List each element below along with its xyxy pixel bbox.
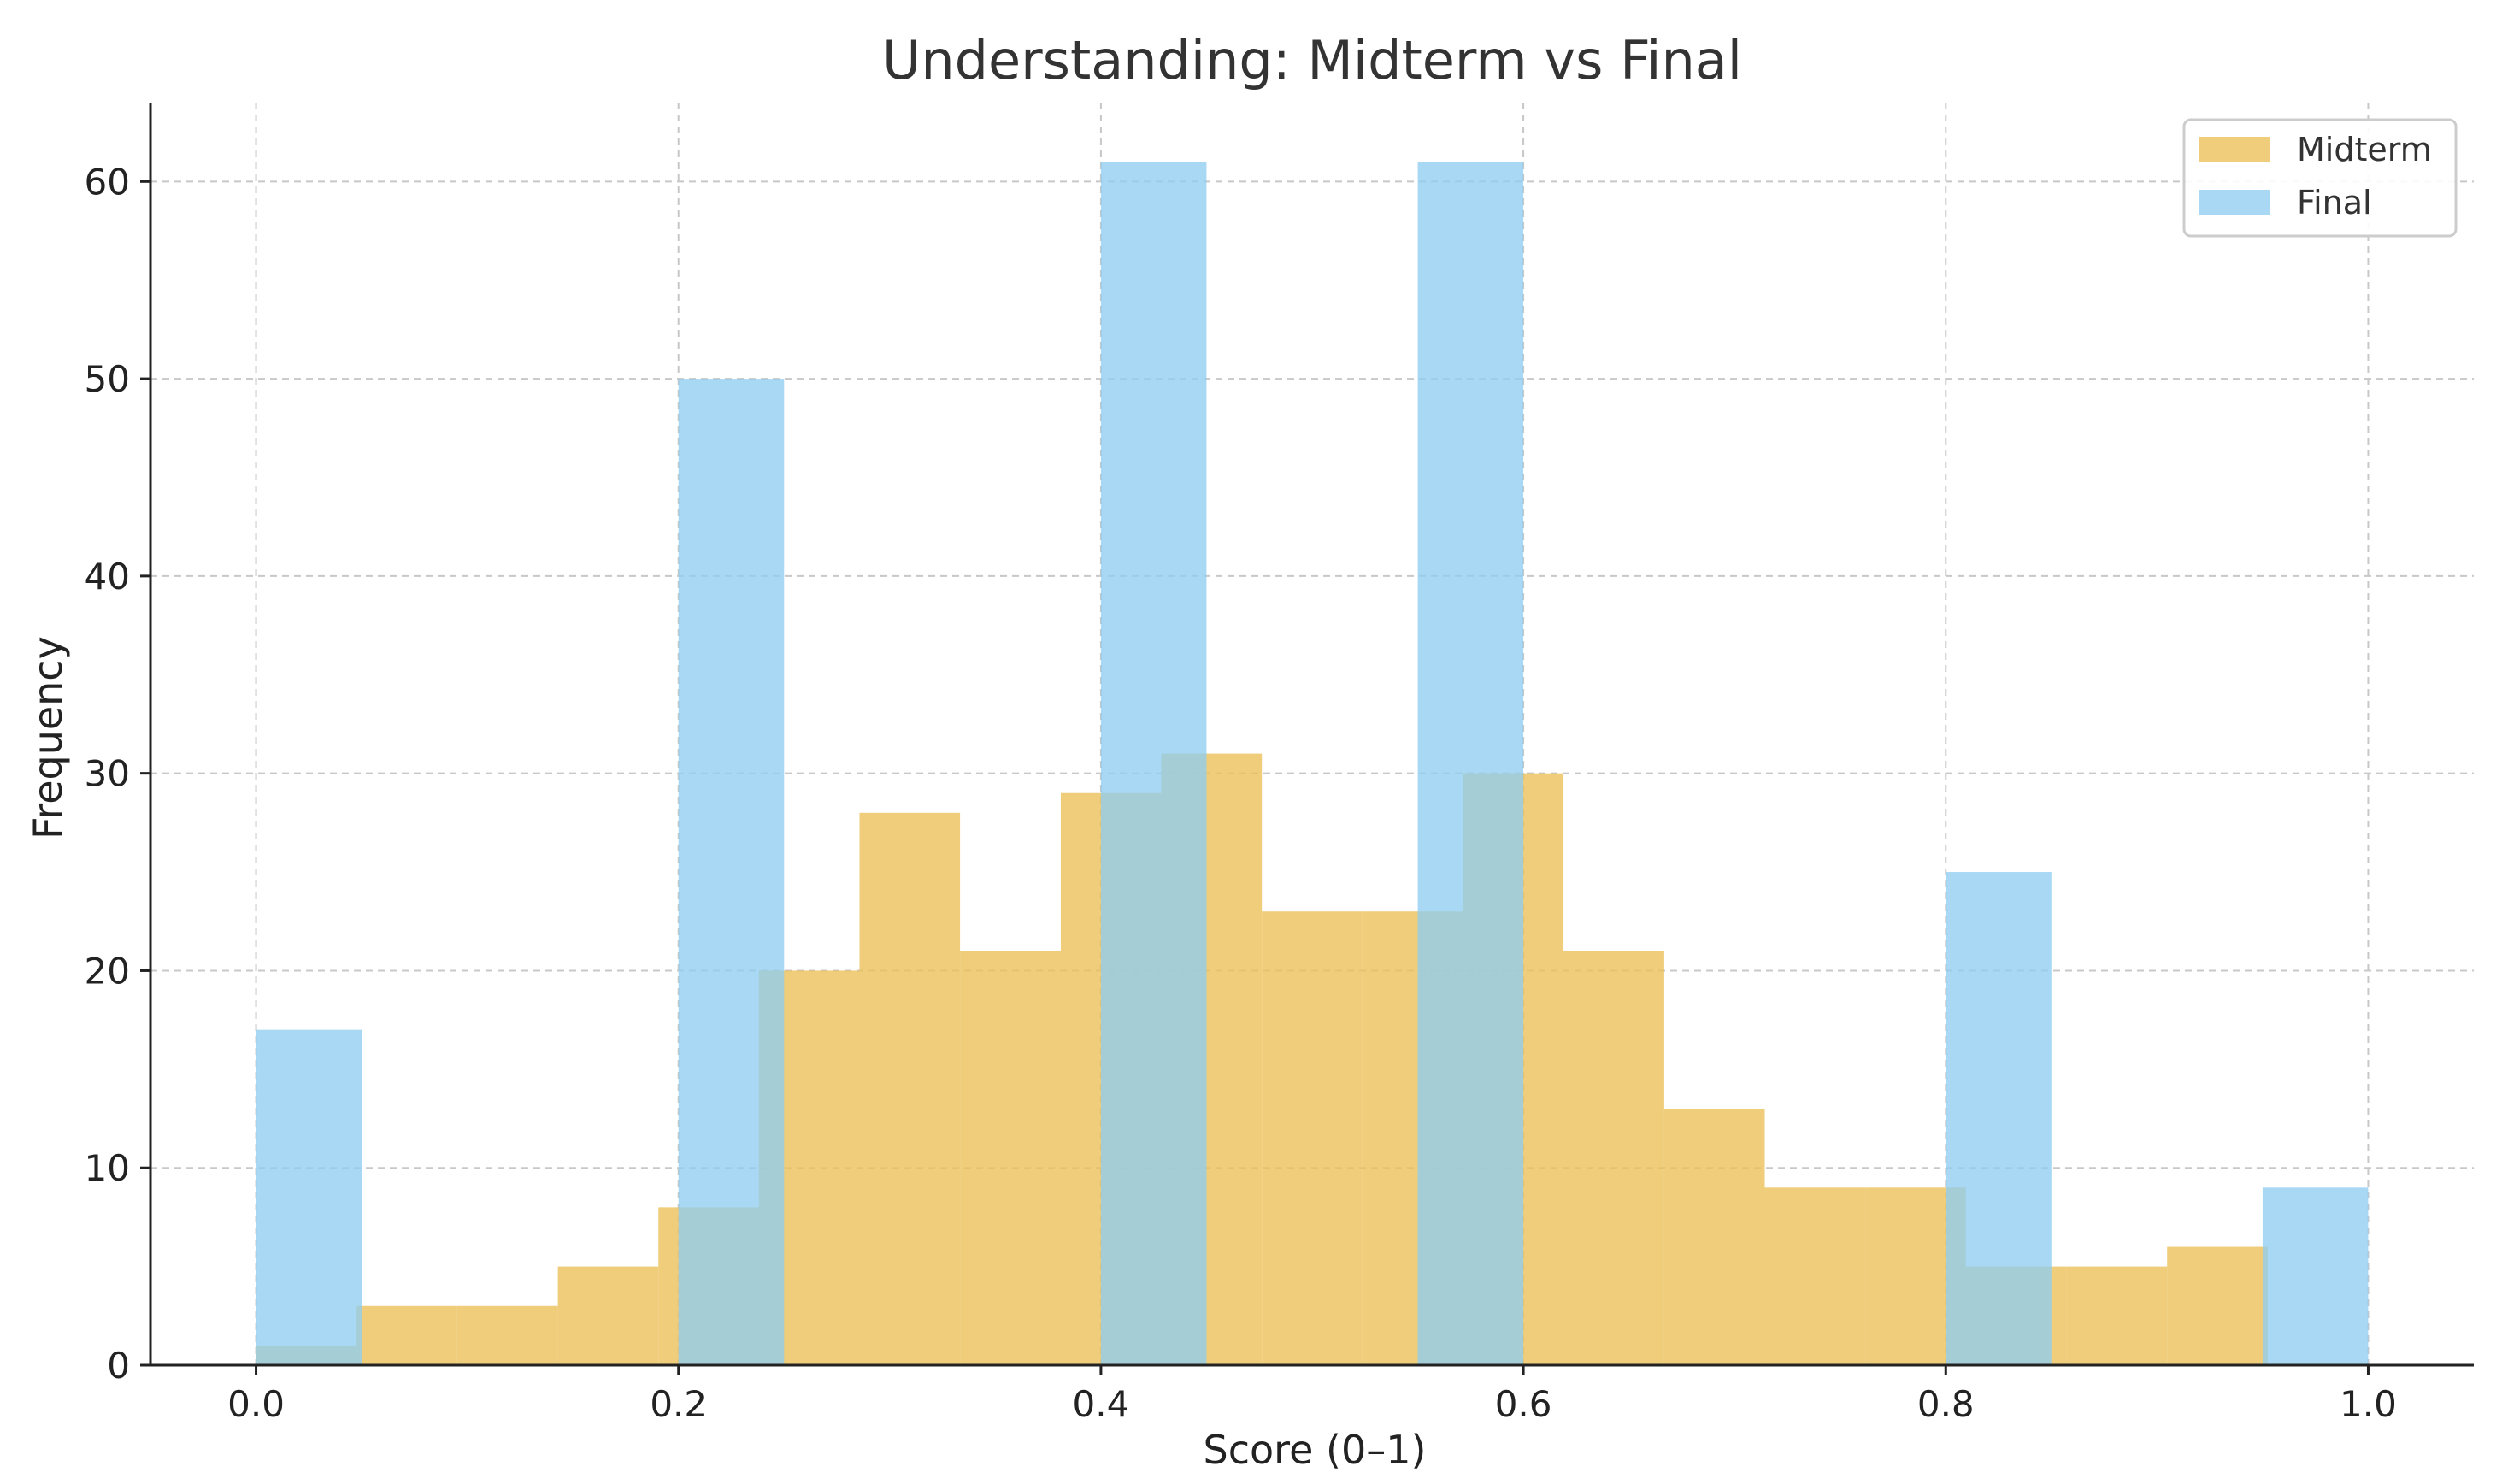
axis-ticks: 0.0 0.2 0.4 0.6 0.8 1.0 0 10 20 30 40 50 60 xyxy=(85,161,2397,1425)
series-final xyxy=(256,162,2369,1365)
bar-midterm xyxy=(1764,1187,1866,1365)
bar-midterm xyxy=(356,1305,457,1365)
y-tick-label: 40 xyxy=(85,556,130,598)
axes xyxy=(149,103,2474,1367)
bar-midterm xyxy=(2066,1266,2168,1365)
bar-midterm xyxy=(1663,1108,1765,1365)
chart-title: Understanding: Midterm vs Final xyxy=(882,29,1742,91)
bar-final xyxy=(256,1029,362,1365)
bar-midterm xyxy=(960,951,1061,1365)
x-tick-label: 0.6 xyxy=(1495,1383,1552,1425)
bar-final xyxy=(1100,162,1207,1365)
legend-label-midterm: Midterm xyxy=(2297,131,2432,168)
x-axis-label: Score (0–1) xyxy=(1204,1427,1427,1473)
y-tick-label: 50 xyxy=(85,358,130,400)
y-tick-label: 60 xyxy=(85,161,130,203)
legend-label-final: Final xyxy=(2297,184,2372,221)
bar-final xyxy=(678,379,785,1365)
y-tick-label: 0 xyxy=(107,1345,130,1387)
bar-final xyxy=(1417,162,1524,1365)
x-tick-label: 0.2 xyxy=(650,1383,707,1425)
bar-midterm xyxy=(859,812,961,1365)
legend-swatch-final xyxy=(2199,190,2270,215)
y-tick-label: 30 xyxy=(85,753,130,795)
bar-midterm xyxy=(1563,951,1664,1365)
y-axis-label: Frequency xyxy=(25,636,71,839)
x-tick-label: 1.0 xyxy=(2340,1383,2397,1425)
x-tick-label: 0.8 xyxy=(1917,1383,1975,1425)
bar-final xyxy=(2262,1187,2369,1365)
y-tick-label: 20 xyxy=(85,950,130,992)
x-tick-label: 0.0 xyxy=(227,1383,285,1425)
bar-midterm xyxy=(1262,911,1363,1365)
bar-midterm xyxy=(456,1305,558,1365)
legend-swatch-midterm xyxy=(2199,137,2270,162)
bar-midterm xyxy=(557,1266,659,1365)
y-tick-label: 10 xyxy=(85,1147,130,1189)
bar-midterm xyxy=(2167,1246,2268,1365)
legend: Midterm Final xyxy=(2182,118,2458,238)
x-tick-label: 0.4 xyxy=(1073,1383,1130,1425)
bar-final xyxy=(1946,872,2052,1365)
histogram-bars xyxy=(256,162,2369,1365)
